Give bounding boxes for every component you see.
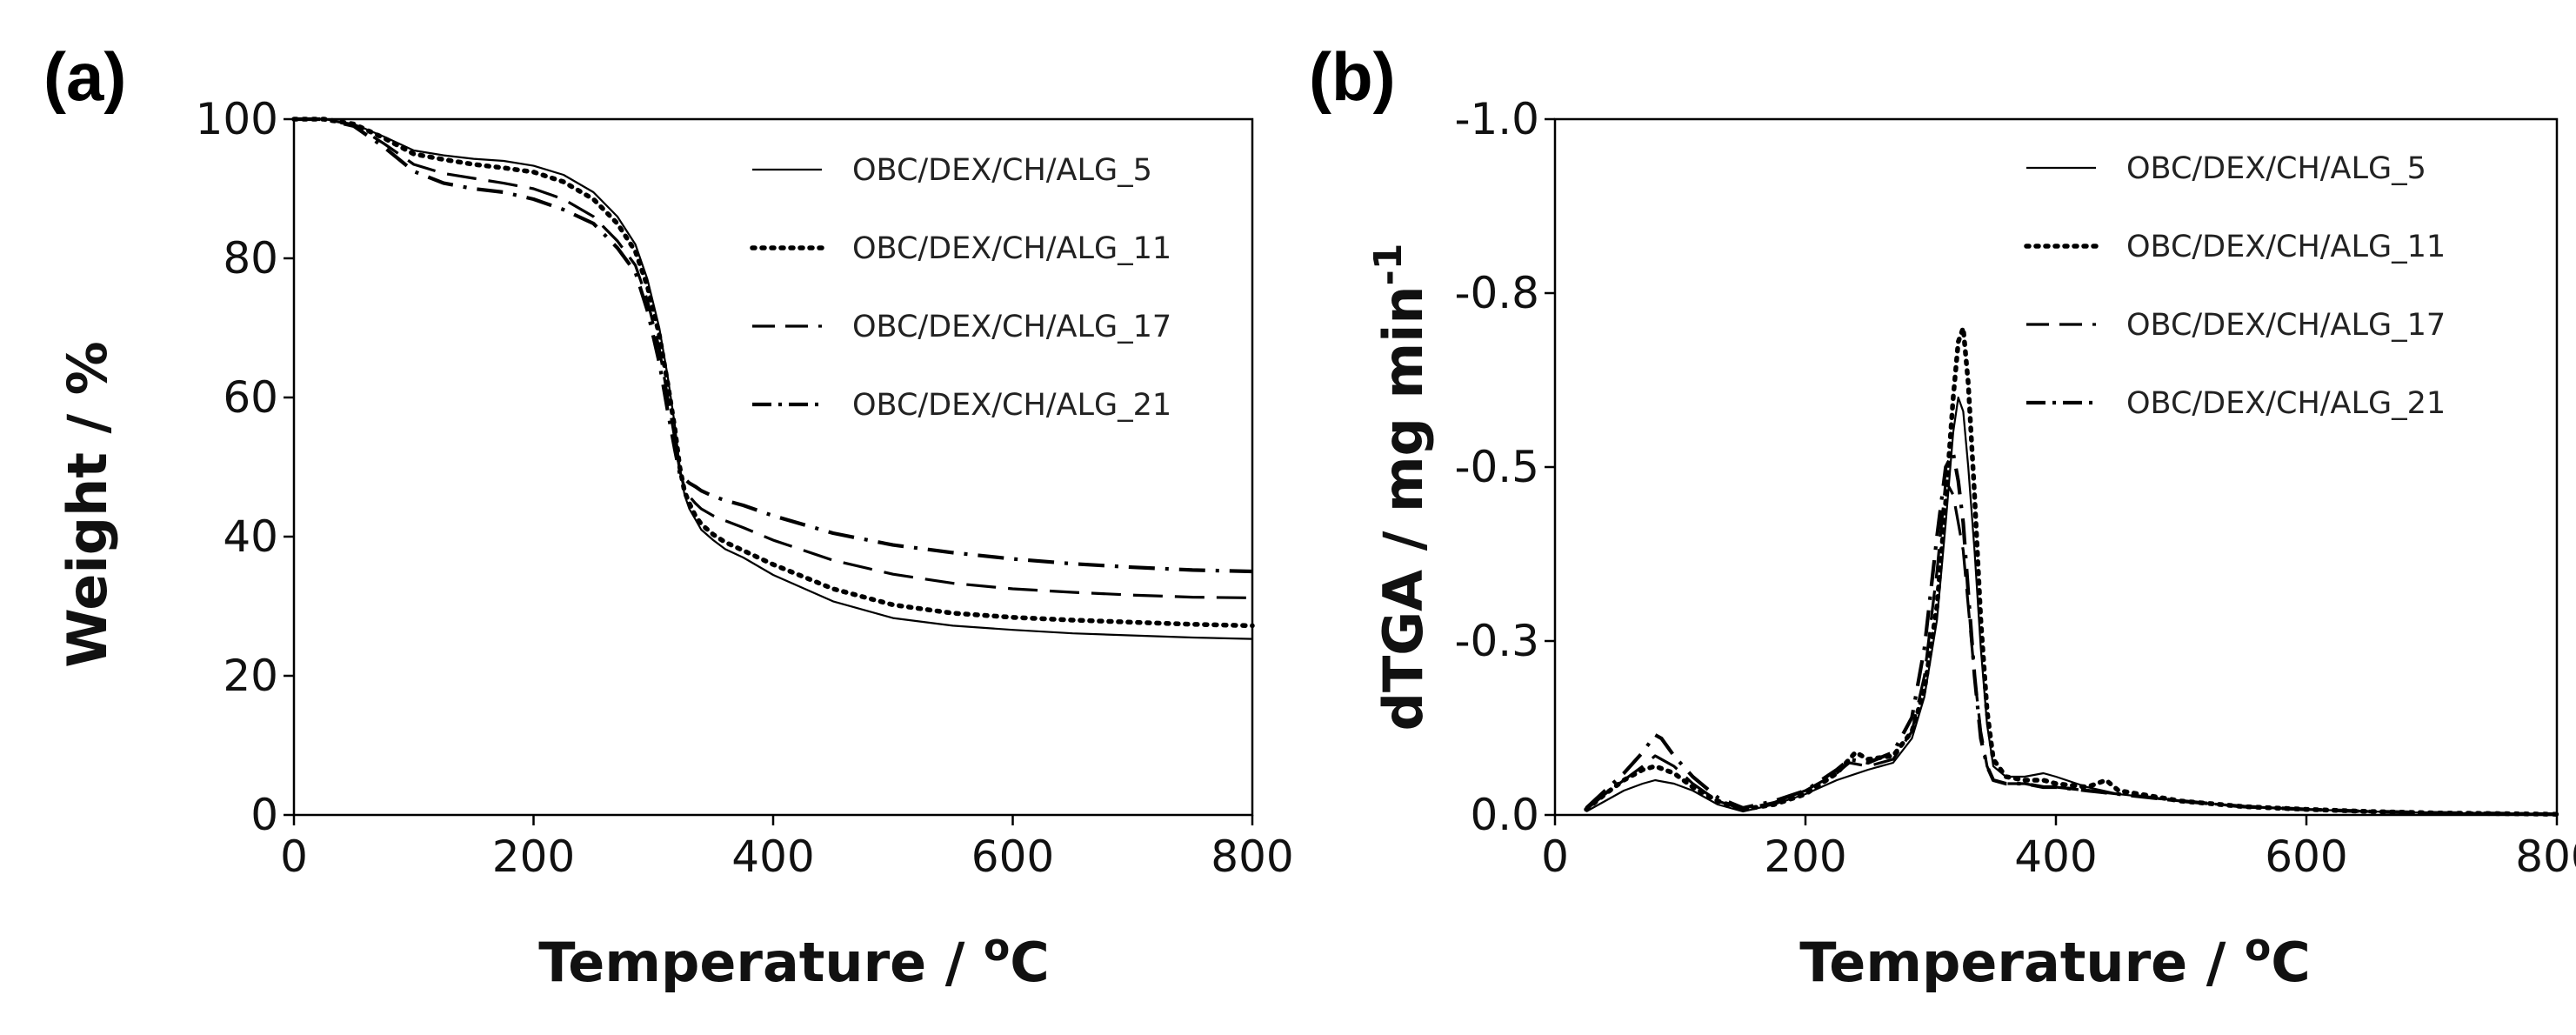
panel-a-legend: OBC/DEX/CH/ALG_5 OBC/DEX/CH/ALG_11 OBC/DEX… [750, 153, 1171, 423]
panel-b-label: (b) [1309, 38, 1396, 115]
panel-b-y-axis-title: dTGA / mg min-1 [1366, 244, 1435, 731]
panel-b-x-tick-label: 800 [2515, 831, 2576, 882]
panel-b-legend-label-1: OBC/DEX/CH/ALG_5 [2126, 151, 2426, 186]
panel-b-y-tick-label: 0.0 [1470, 790, 1539, 840]
panel-a-y-tick-label: 20 [223, 651, 278, 701]
panel-b-series-line-4 [1585, 451, 2558, 817]
panel-a-series-line-2 [291, 117, 1255, 629]
panel-a-y-tick-label: 80 [223, 233, 278, 284]
panel-a-y-tick-label: 0 [250, 790, 278, 840]
panel-a-label: (a) [43, 38, 126, 115]
panel-b-legend-label-4: OBC/DEX/CH/ALG_21 [2126, 386, 2446, 421]
panel-a-series-line-3 [294, 117, 1253, 599]
panel-a-x-tick-label: 200 [492, 831, 575, 882]
panel-a-x-tick-label: 0 [280, 831, 308, 882]
panel-b-legend: OBC/DEX/CH/ALG_5 OBC/DEX/CH/ALG_11 OBC/DEX… [2024, 151, 2446, 421]
panel-b-x-tick-label: 0 [1541, 831, 1569, 882]
panel-a-y-axis-title: Weight / % [56, 341, 119, 668]
panel-b-y-tick-label: -1.0 [1454, 94, 1539, 144]
panel-a: (a) 0 200 400 600 800 0 20 40 60 80 100 Temperatur… [43, 38, 1294, 994]
panel-b-legend-label-2: OBC/DEX/CH/ALG_11 [2126, 230, 2446, 264]
panel-b-x-tick-label: 600 [2265, 831, 2347, 882]
panel-b-y-tick-label: -0.5 [1454, 442, 1539, 492]
panel-a-y-tick-label: 40 [223, 511, 278, 562]
panel-a-x-tick-label: 600 [971, 831, 1054, 882]
panel-a-legend-label-2: OBC/DEX/CH/ALG_11 [852, 231, 1171, 266]
panel-b-legend-label-3: OBC/DEX/CH/ALG_17 [2126, 308, 2446, 343]
panel-a-x-tick-label: 800 [1211, 831, 1293, 882]
panel-b-x-axis-title: Temperature / oC [1799, 925, 2311, 994]
panel-a-x-tick-label: 400 [731, 831, 814, 882]
panel-a-legend-label-1: OBC/DEX/CH/ALG_5 [852, 153, 1152, 188]
panel-b: (b) 0 200 400 600 800 0.0 -0.3 -0.5 -0.8 -1.0 Tem… [1309, 38, 2576, 994]
panel-a-y-tick-label: 60 [223, 372, 278, 423]
panel-b-x-tick-label: 400 [2014, 831, 2097, 882]
panel-b-plot-area: 0 200 400 600 800 0.0 -0.3 -0.5 -0.8 -1.0 [1454, 94, 2576, 882]
panel-b-x-tick-label: 200 [1764, 831, 1846, 882]
panel-a-legend-label-3: OBC/DEX/CH/ALG_17 [852, 310, 1171, 344]
panel-b-y-tick-label: -0.3 [1454, 616, 1539, 666]
panel-a-y-tick-label: 100 [196, 94, 278, 144]
panel-b-series-line-2 [1584, 325, 2559, 817]
panel-a-x-axis-title: Temperature / oC [538, 925, 1050, 994]
panel-b-y-tick-label: -0.8 [1454, 268, 1539, 318]
panel-a-legend-label-4: OBC/DEX/CH/ALG_21 [852, 388, 1171, 423]
panel-a-plot-area: 0 200 400 600 800 0 20 40 60 80 100 [196, 94, 1294, 882]
